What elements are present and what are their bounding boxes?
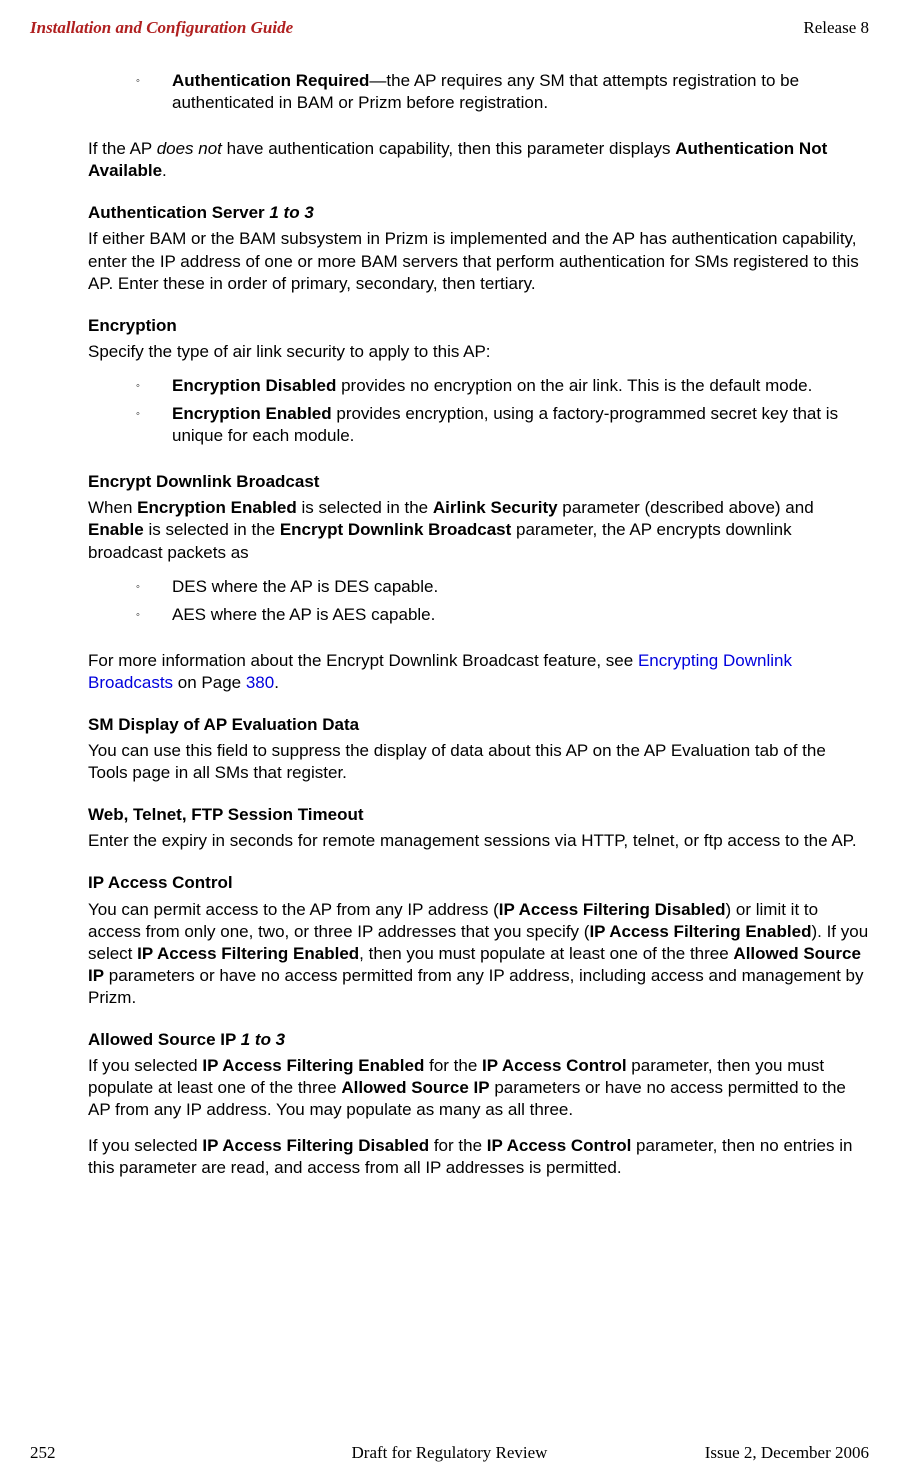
encrypt-downlink-p1: When Encryption Enabled is selected in t… xyxy=(88,497,869,563)
main-content: ◦ Authentication Required—the AP require… xyxy=(88,70,869,1180)
footer-right: Issue 2, December 2006 xyxy=(705,1443,869,1463)
encrypt-downlink-heading: Encrypt Downlink Broadcast xyxy=(88,471,869,493)
bullet-encryption-disabled: ◦ Encryption Disabled provides no encryp… xyxy=(136,375,869,397)
encryption-intro: Specify the type of air link security to… xyxy=(88,341,869,363)
release-label: Release 8 xyxy=(803,18,869,38)
allowed-source-p2: If you selected IP Access Filtering Disa… xyxy=(88,1135,869,1179)
auth-server-body: If either BAM or the BAM subsystem in Pr… xyxy=(88,228,869,294)
allowed-source-heading: Allowed Source IP 1 to 3 xyxy=(88,1029,869,1051)
bullet-text: Encryption Disabled provides no encrypti… xyxy=(172,375,869,397)
encrypt-downlink-p2: For more information about the Encrypt D… xyxy=(88,650,869,694)
bullet-aes: ◦ AES where the AP is AES capable. xyxy=(136,604,869,626)
sm-display-heading: SM Display of AP Evaluation Data xyxy=(88,714,869,736)
doc-title: Installation and Configuration Guide xyxy=(30,18,293,38)
auth-server-heading: Authentication Server 1 to 3 xyxy=(88,202,869,224)
allowed-source-p1: If you selected IP Access Filtering Enab… xyxy=(88,1055,869,1121)
bullet-encryption-enabled: ◦ Encryption Enabled provides encryption… xyxy=(136,403,869,447)
sm-display-body: You can use this field to suppress the d… xyxy=(88,740,869,784)
page-number: 252 xyxy=(30,1443,56,1463)
bullet-text: Authentication Required—the AP requires … xyxy=(172,70,869,114)
encryption-heading: Encryption xyxy=(88,315,869,337)
session-timeout-heading: Web, Telnet, FTP Session Timeout xyxy=(88,804,869,826)
bullet-marker: ◦ xyxy=(136,576,172,598)
bullet-text: DES where the AP is DES capable. xyxy=(172,576,869,598)
bullet-marker: ◦ xyxy=(136,403,172,447)
bullet-auth-required: ◦ Authentication Required—the AP require… xyxy=(136,70,869,114)
auth-not-available-para: If the AP does not have authentication c… xyxy=(88,138,869,182)
bullet-marker: ◦ xyxy=(136,604,172,626)
ip-access-heading: IP Access Control xyxy=(88,872,869,894)
bullet-marker: ◦ xyxy=(136,375,172,397)
ip-access-body: You can permit access to the AP from any… xyxy=(88,899,869,1009)
bullet-text: Encryption Enabled provides encryption, … xyxy=(172,403,869,447)
bullet-des: ◦ DES where the AP is DES capable. xyxy=(136,576,869,598)
page-footer: 252 Draft for Regulatory Review Issue 2,… xyxy=(30,1443,869,1463)
page-380-link[interactable]: 380 xyxy=(246,673,274,692)
session-timeout-body: Enter the expiry in seconds for remote m… xyxy=(88,830,869,852)
page-header: Installation and Configuration Guide Rel… xyxy=(30,18,869,38)
bullet-marker: ◦ xyxy=(136,70,172,114)
bullet-text: AES where the AP is AES capable. xyxy=(172,604,869,626)
